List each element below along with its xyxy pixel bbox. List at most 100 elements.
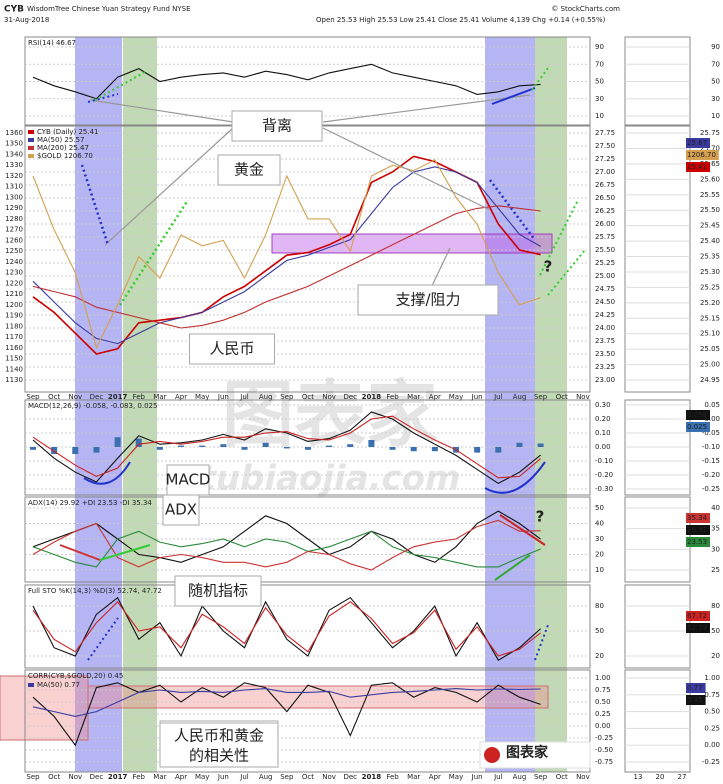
x-tick-label: Aug bbox=[259, 773, 273, 781]
mini-tick-label: 25.30 bbox=[700, 268, 720, 276]
x-tick-label: Jun bbox=[217, 773, 229, 781]
annotation-box bbox=[174, 575, 262, 607]
y2-tick-label: 1130 bbox=[5, 376, 23, 384]
mini-value: 25.67 bbox=[687, 139, 707, 147]
mini-tick-label: 20 bbox=[711, 652, 720, 660]
x-tick-label: 2018 bbox=[362, 773, 382, 781]
y-tick-label: 0.25 bbox=[595, 710, 611, 718]
y-tick-label: 25.00 bbox=[595, 272, 615, 280]
mini-value: 0.77 bbox=[687, 684, 703, 692]
mini-value: 0.45 bbox=[687, 696, 703, 704]
guide-line bbox=[104, 127, 234, 246]
y2-tick-label: 1330 bbox=[5, 161, 23, 169]
y-tick-label: 27.75 bbox=[595, 129, 615, 137]
mini-value-box bbox=[686, 410, 710, 420]
series-line bbox=[32, 411, 541, 485]
histogram-bar bbox=[495, 447, 502, 453]
x-tick-label: 2017 bbox=[108, 393, 128, 401]
y-tick-label: 0.20 bbox=[595, 415, 611, 423]
x-tick-label: Dec bbox=[343, 773, 357, 781]
x-tick-label: Feb bbox=[386, 773, 399, 781]
badge: 图表家 bbox=[506, 744, 549, 761]
x-tick-label: Oct bbox=[302, 773, 314, 781]
mini-tick-label: 25.60 bbox=[700, 175, 720, 183]
mini-tick-label: 25.20 bbox=[700, 299, 720, 307]
guide-line bbox=[59, 544, 101, 561]
x-tick-label: Nov bbox=[322, 773, 336, 781]
x-tick-label: Sep bbox=[26, 773, 40, 781]
mini-value-box bbox=[686, 162, 710, 172]
mini-frame bbox=[624, 496, 691, 583]
y2-tick-label: 1230 bbox=[5, 269, 23, 277]
mini-value-box bbox=[686, 537, 710, 547]
histogram-bar bbox=[30, 447, 36, 450]
x-tick-label: Mar bbox=[153, 773, 166, 781]
y-tick-label: 27.50 bbox=[595, 142, 615, 150]
y-tick-label: 25.25 bbox=[595, 259, 615, 267]
mini-value-box bbox=[686, 138, 710, 148]
mini-tick-label: 25 bbox=[711, 566, 720, 574]
y-tick-label: 80 bbox=[595, 602, 604, 610]
y-tick-label: -0.25 bbox=[595, 734, 613, 742]
panel-title: MACD(12,26,9) -0.058, -0.083, 0.025 bbox=[28, 402, 157, 410]
y-tick-label: -0.30 bbox=[595, 485, 613, 493]
mini-tick-label: 90 bbox=[711, 43, 720, 51]
y-tick-label: 0.00 bbox=[595, 443, 611, 451]
histogram-bar bbox=[93, 447, 100, 453]
mini-value-box bbox=[686, 422, 710, 432]
mini-value: 0.025 bbox=[687, 423, 707, 431]
guide-line bbox=[429, 247, 451, 291]
histogram-bar bbox=[178, 445, 185, 447]
mini-tick-label: 24.95 bbox=[700, 376, 720, 384]
y-tick-label: 23.00 bbox=[595, 376, 615, 384]
guide-line bbox=[80, 164, 110, 246]
y-tick-label: 23.75 bbox=[595, 337, 615, 345]
y2-tick-label: 1160 bbox=[5, 344, 23, 352]
mini-tick-label: 30 bbox=[711, 545, 720, 553]
y2-tick-label: 1320 bbox=[5, 172, 23, 180]
mini-tick-label: 0.00 bbox=[704, 741, 720, 749]
series-line bbox=[32, 596, 541, 661]
panel-title: CORR(CYB,$GOLD,20) 0.45 bbox=[28, 672, 123, 680]
x-tick-label: Sep bbox=[280, 393, 294, 401]
legend-label: MA(50) 0.77 bbox=[37, 681, 80, 689]
mini-tick-label: -0.25 bbox=[702, 758, 720, 766]
series-line bbox=[32, 63, 541, 100]
mini-value: 29.92 bbox=[687, 526, 707, 534]
histogram-bar bbox=[347, 444, 354, 447]
series-line bbox=[32, 600, 541, 657]
legend-swatch bbox=[28, 130, 34, 134]
y-tick-label: -0.75 bbox=[595, 758, 613, 766]
y-tick-label: 25.50 bbox=[595, 246, 615, 254]
y-tick-label: 40 bbox=[595, 520, 604, 528]
mini-tick-label: 35 bbox=[711, 525, 720, 533]
mini-value: 0.058 bbox=[687, 411, 707, 419]
x-tick-label: Oct bbox=[556, 773, 568, 781]
x-tick-label: Jul bbox=[239, 393, 249, 401]
mini-tick-label: 50 bbox=[711, 627, 720, 635]
mini-value-box bbox=[686, 150, 719, 160]
mini-frame bbox=[624, 125, 691, 393]
y-tick-label: 27.00 bbox=[595, 168, 615, 176]
x-tick-label: Sep bbox=[26, 393, 40, 401]
x-tick-label: Dec bbox=[90, 773, 104, 781]
x-tick-label: Oct bbox=[556, 393, 568, 401]
mini-tick-label: 1.00 bbox=[704, 674, 720, 682]
y2-tick-label: 1350 bbox=[5, 140, 23, 148]
x-tick-label: Sep bbox=[280, 773, 294, 781]
y-tick-label: 23.25 bbox=[595, 363, 615, 371]
x-tick-label: May bbox=[195, 773, 209, 781]
y2-tick-label: 1190 bbox=[5, 312, 23, 320]
y2-tick-label: 1170 bbox=[5, 333, 23, 341]
histogram-bar bbox=[516, 442, 523, 447]
mini-tick-label: 25.55 bbox=[700, 191, 720, 199]
guide-line bbox=[494, 554, 531, 581]
x-tick-label: Feb bbox=[133, 393, 146, 401]
y2-tick-label: 1300 bbox=[5, 193, 23, 201]
mini-frame bbox=[624, 669, 691, 773]
y-tick-label: 0.75 bbox=[595, 686, 611, 694]
y-tick-label: 10 bbox=[595, 566, 604, 574]
panel-title: ADX(14) 29.92 +DI 23.53 -DI 35.34 bbox=[28, 499, 152, 507]
macd-arc bbox=[484, 461, 546, 494]
y-tick-label: 20 bbox=[595, 652, 604, 660]
